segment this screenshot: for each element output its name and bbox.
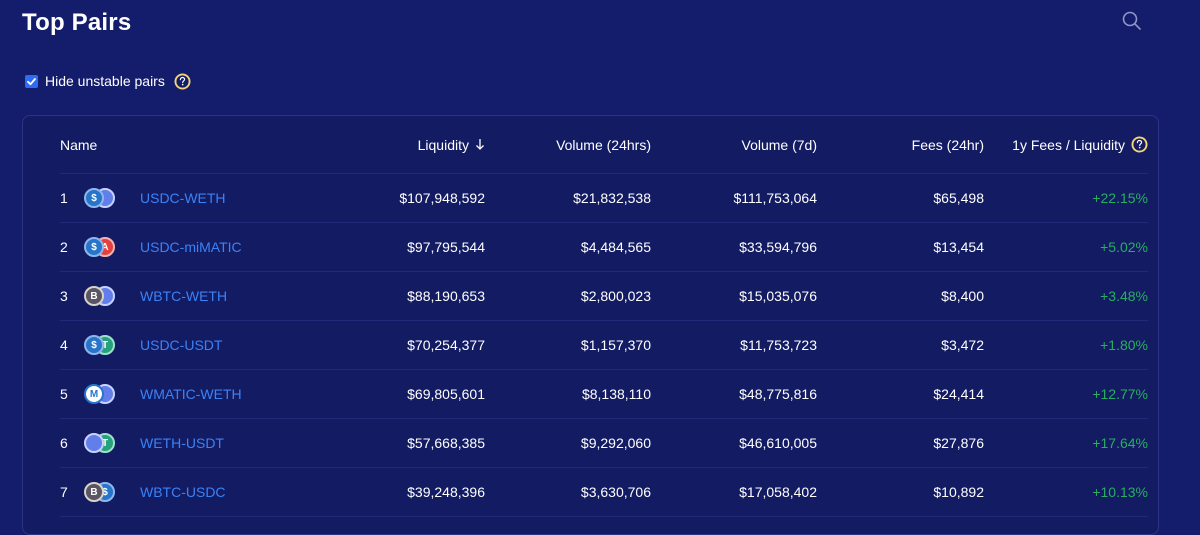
table-row[interactable]: 3 B WBTC-WETH $88,190,653 $2,800,023 $15,035,…: [60, 272, 1148, 321]
wbtc-token-icon: B: [84, 482, 104, 502]
header-name[interactable]: Name: [60, 136, 98, 153]
liquidity-cell: $39,248,396: [407, 484, 485, 500]
fees-24h-cell: $13,454: [933, 239, 984, 255]
fees-24h-cell: $3,472: [941, 337, 984, 353]
row-rank: 6: [60, 435, 68, 451]
fees-liquidity-cell: +5.02%: [1100, 239, 1148, 255]
volume-24h-cell: $21,832,538: [573, 190, 651, 206]
pair-link[interactable]: WMATIC-WETH: [140, 386, 242, 402]
volume-7d-cell: $17,058,402: [739, 484, 817, 500]
header-fees-24h[interactable]: Fees (24hr): [911, 136, 984, 153]
pair-token-icons: T: [84, 433, 120, 453]
row-rank: 5: [60, 386, 68, 402]
pair-token-icons: B $: [84, 482, 120, 502]
usdc-token-icon: $: [84, 237, 104, 257]
hide-unstable-checkbox[interactable]: [25, 74, 38, 88]
fees-24h-cell: $24,414: [933, 386, 984, 402]
volume-24h-cell: $9,292,060: [580, 435, 651, 451]
volume-7d-cell: $11,753,723: [740, 337, 817, 353]
fees-24h-cell: $8,400: [941, 288, 984, 304]
header-volume-24h[interactable]: Volume (24hrs): [556, 136, 651, 153]
fees-liquidity-cell: +1.80%: [1100, 337, 1148, 353]
search-icon[interactable]: [1121, 10, 1143, 32]
fees-liquidity-cell: +17.64%: [1092, 435, 1148, 451]
help-icon[interactable]: [1131, 136, 1148, 153]
hide-unstable-filter: Hide unstable pairs: [25, 72, 191, 90]
top-pairs-table: Name Liquidity Volume (24hrs) Volume (7d…: [22, 115, 1159, 535]
fees-liquidity-cell: +12.77%: [1092, 386, 1148, 402]
table-row[interactable]: 4 $ T USDC-USDT $70,254,377 $1,157,370 $11,753…: [60, 321, 1148, 370]
row-rank: 3: [60, 288, 68, 304]
liquidity-cell: $69,805,601: [407, 386, 485, 402]
pair-link[interactable]: USDC-WETH: [140, 190, 226, 206]
usdc-token-icon: $: [84, 335, 104, 355]
volume-24h-cell: $3,630,706: [580, 484, 651, 500]
volume-7d-cell: $15,035,076: [739, 288, 817, 304]
hide-unstable-label[interactable]: Hide unstable pairs: [45, 73, 165, 89]
weth-token-icon: [84, 433, 104, 453]
row-rank: 2: [60, 239, 68, 255]
table-row[interactable]: 5 M WMATIC-WETH $69,805,601 $8,138,110 $48,77…: [60, 370, 1148, 419]
page-title: Top Pairs: [22, 9, 132, 36]
pair-token-icons: $ A: [84, 237, 120, 257]
pair-link[interactable]: WBTC-WETH: [140, 288, 228, 304]
usdc-token-icon: $: [84, 188, 104, 208]
pair-link[interactable]: USDC-miMATIC: [140, 239, 242, 255]
header-volume-7d[interactable]: Volume (7d): [741, 136, 817, 153]
row-rank: 1: [60, 190, 68, 206]
table-row[interactable]: 1 $ USDC-WETH $107,948,592 $21,832,538 $111,7…: [60, 174, 1148, 223]
volume-24h-cell: $1,157,370: [580, 337, 651, 353]
volume-7d-cell: $46,610,005: [739, 435, 817, 451]
pair-token-icons: M: [84, 384, 120, 404]
check-icon: [27, 77, 36, 85]
volume-24h-cell: $2,800,023: [580, 288, 651, 304]
header-fees-liquidity-label: 1y Fees / Liquidity: [1012, 136, 1125, 153]
volume-24h-cell: $4,484,565: [580, 239, 651, 255]
wmatic-token-icon: M: [84, 384, 104, 404]
table-body: Name Liquidity Volume (24hrs) Volume (7d…: [60, 116, 1148, 517]
liquidity-cell: $88,190,653: [407, 288, 485, 304]
pair-link[interactable]: USDC-USDT: [140, 337, 223, 353]
table-row[interactable]: 7 B $ WBTC-USDC $39,248,396 $3,630,706 $17,058…: [60, 468, 1148, 517]
volume-7d-cell: $111,753,064: [733, 190, 817, 206]
help-icon[interactable]: [174, 73, 191, 90]
table-header: Name Liquidity Volume (24hrs) Volume (7d…: [60, 116, 1148, 174]
header-liquidity[interactable]: Liquidity: [418, 116, 485, 173]
fees-liquidity-cell: +10.13%: [1092, 484, 1148, 500]
volume-24h-cell: $8,138,110: [581, 386, 651, 402]
fees-24h-cell: $65,498: [933, 190, 984, 206]
table-row[interactable]: 2 $ A USDC-miMATIC $97,795,544 $4,484,565 $33,…: [60, 223, 1148, 272]
liquidity-cell: $70,254,377: [407, 337, 485, 353]
row-rank: 7: [60, 484, 68, 500]
fees-24h-cell: $10,892: [933, 484, 984, 500]
table-rows: 1 $ USDC-WETH $107,948,592 $21,832,538 $111,7…: [60, 174, 1148, 517]
pair-token-icons: $: [84, 188, 120, 208]
fees-24h-cell: $27,876: [933, 435, 984, 451]
fees-liquidity-cell: +22.15%: [1092, 190, 1148, 206]
arrow-down-icon: [475, 137, 485, 153]
table-row[interactable]: 6 T WETH-USDT $57,668,385 $9,292,060 $46,610,…: [60, 419, 1148, 468]
liquidity-cell: $107,948,592: [399, 190, 485, 206]
pair-link[interactable]: WBTC-USDC: [140, 484, 226, 500]
header-liquidity-label: Liquidity: [417, 136, 469, 153]
liquidity-cell: $57,668,385: [407, 435, 485, 451]
pair-link[interactable]: WETH-USDT: [140, 435, 224, 451]
header-fees-liquidity[interactable]: 1y Fees / Liquidity: [1012, 116, 1148, 173]
liquidity-cell: $97,795,544: [407, 239, 485, 255]
fees-liquidity-cell: +3.48%: [1100, 288, 1148, 304]
pair-token-icons: B: [84, 286, 120, 306]
volume-7d-cell: $48,775,816: [739, 386, 817, 402]
volume-7d-cell: $33,594,796: [739, 239, 817, 255]
wbtc-token-icon: B: [84, 286, 104, 306]
pair-token-icons: $ T: [84, 335, 120, 355]
row-rank: 4: [60, 337, 68, 353]
